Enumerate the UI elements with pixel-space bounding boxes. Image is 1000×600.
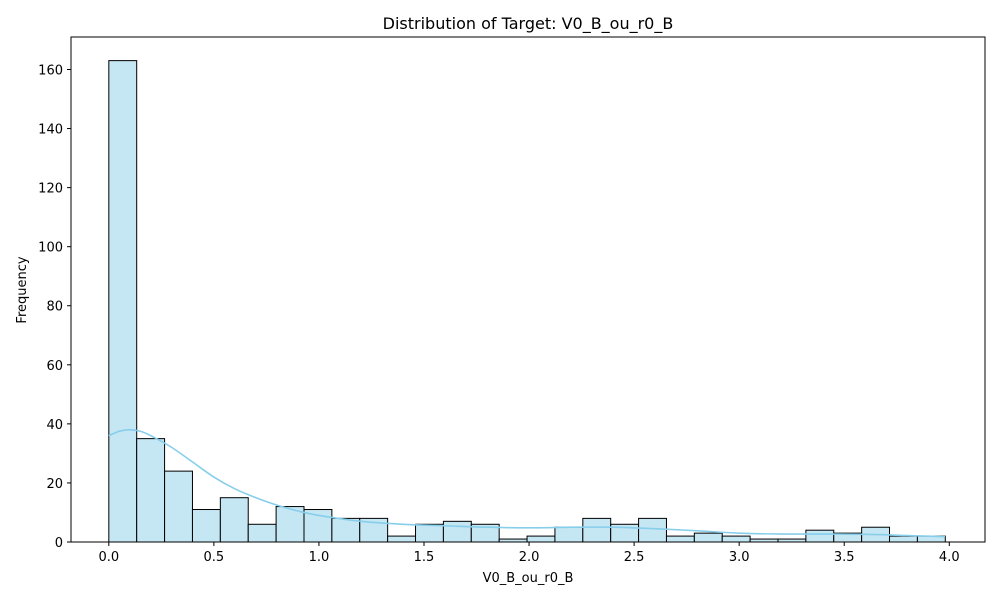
- x-tick-label: 2.5: [624, 550, 645, 565]
- x-tick-label: 3.5: [834, 550, 855, 565]
- y-axis-label: Frequency: [15, 256, 30, 323]
- y-tick-label: 80: [46, 300, 63, 315]
- y-tick-label: 160: [38, 63, 63, 78]
- histogram-bar: [526, 535, 556, 543]
- histogram-bar: [387, 535, 417, 543]
- x-tick-label: 2.0: [519, 550, 540, 565]
- plot-frame: [70, 36, 986, 543]
- histogram-bar: [247, 523, 277, 543]
- histogram-bar: [108, 60, 138, 543]
- histogram-bar: [442, 520, 472, 543]
- y-tick-label: 100: [38, 241, 63, 256]
- histogram-bar: [554, 526, 584, 543]
- y-tick-label: 120: [38, 182, 63, 197]
- x-tick-label: 1.5: [414, 550, 435, 565]
- histogram-bar: [415, 523, 444, 543]
- histogram-bars: [108, 60, 946, 543]
- chart-title: Distribution of Target: V0_B_ou_r0_B: [383, 14, 674, 34]
- histogram-bar: [275, 506, 305, 543]
- histogram-bar: [889, 535, 918, 543]
- x-axis-ticks: 0.0 0.5 1.0 1.5 2.0 2.5 3.0 3.5 4.0: [98, 542, 960, 565]
- histogram-bar: [303, 509, 333, 543]
- histogram-bar: [805, 529, 835, 543]
- histogram-bar: [665, 535, 695, 543]
- x-tick-label: 3.0: [729, 550, 750, 565]
- y-axis-ticks: 0 20 40 60 80 100 120 140 160: [38, 63, 71, 551]
- x-tick-label: 0.5: [204, 550, 225, 565]
- kde-curve: [108, 428, 946, 538]
- histogram-bar: [136, 438, 166, 543]
- histogram-bar: [721, 535, 751, 543]
- histogram-bar: [164, 470, 193, 543]
- y-tick-label: 60: [46, 359, 63, 374]
- histogram-bar: [219, 497, 249, 543]
- x-tick-label: 4.0: [939, 550, 960, 565]
- y-tick-label: 140: [38, 123, 63, 138]
- histogram-bar: [191, 509, 221, 543]
- histogram-bar: [638, 517, 667, 543]
- y-tick-label: 0: [55, 536, 63, 551]
- y-tick-label: 40: [46, 418, 63, 433]
- x-tick-label: 0.0: [98, 550, 119, 565]
- histogram-bar: [331, 517, 361, 543]
- histogram-bar: [582, 517, 612, 543]
- histogram-bar: [693, 532, 723, 543]
- x-tick-label: 1.0: [309, 550, 330, 565]
- x-axis-label: V0_B_ou_r0_B: [483, 571, 574, 586]
- y-tick-label: 20: [46, 477, 63, 492]
